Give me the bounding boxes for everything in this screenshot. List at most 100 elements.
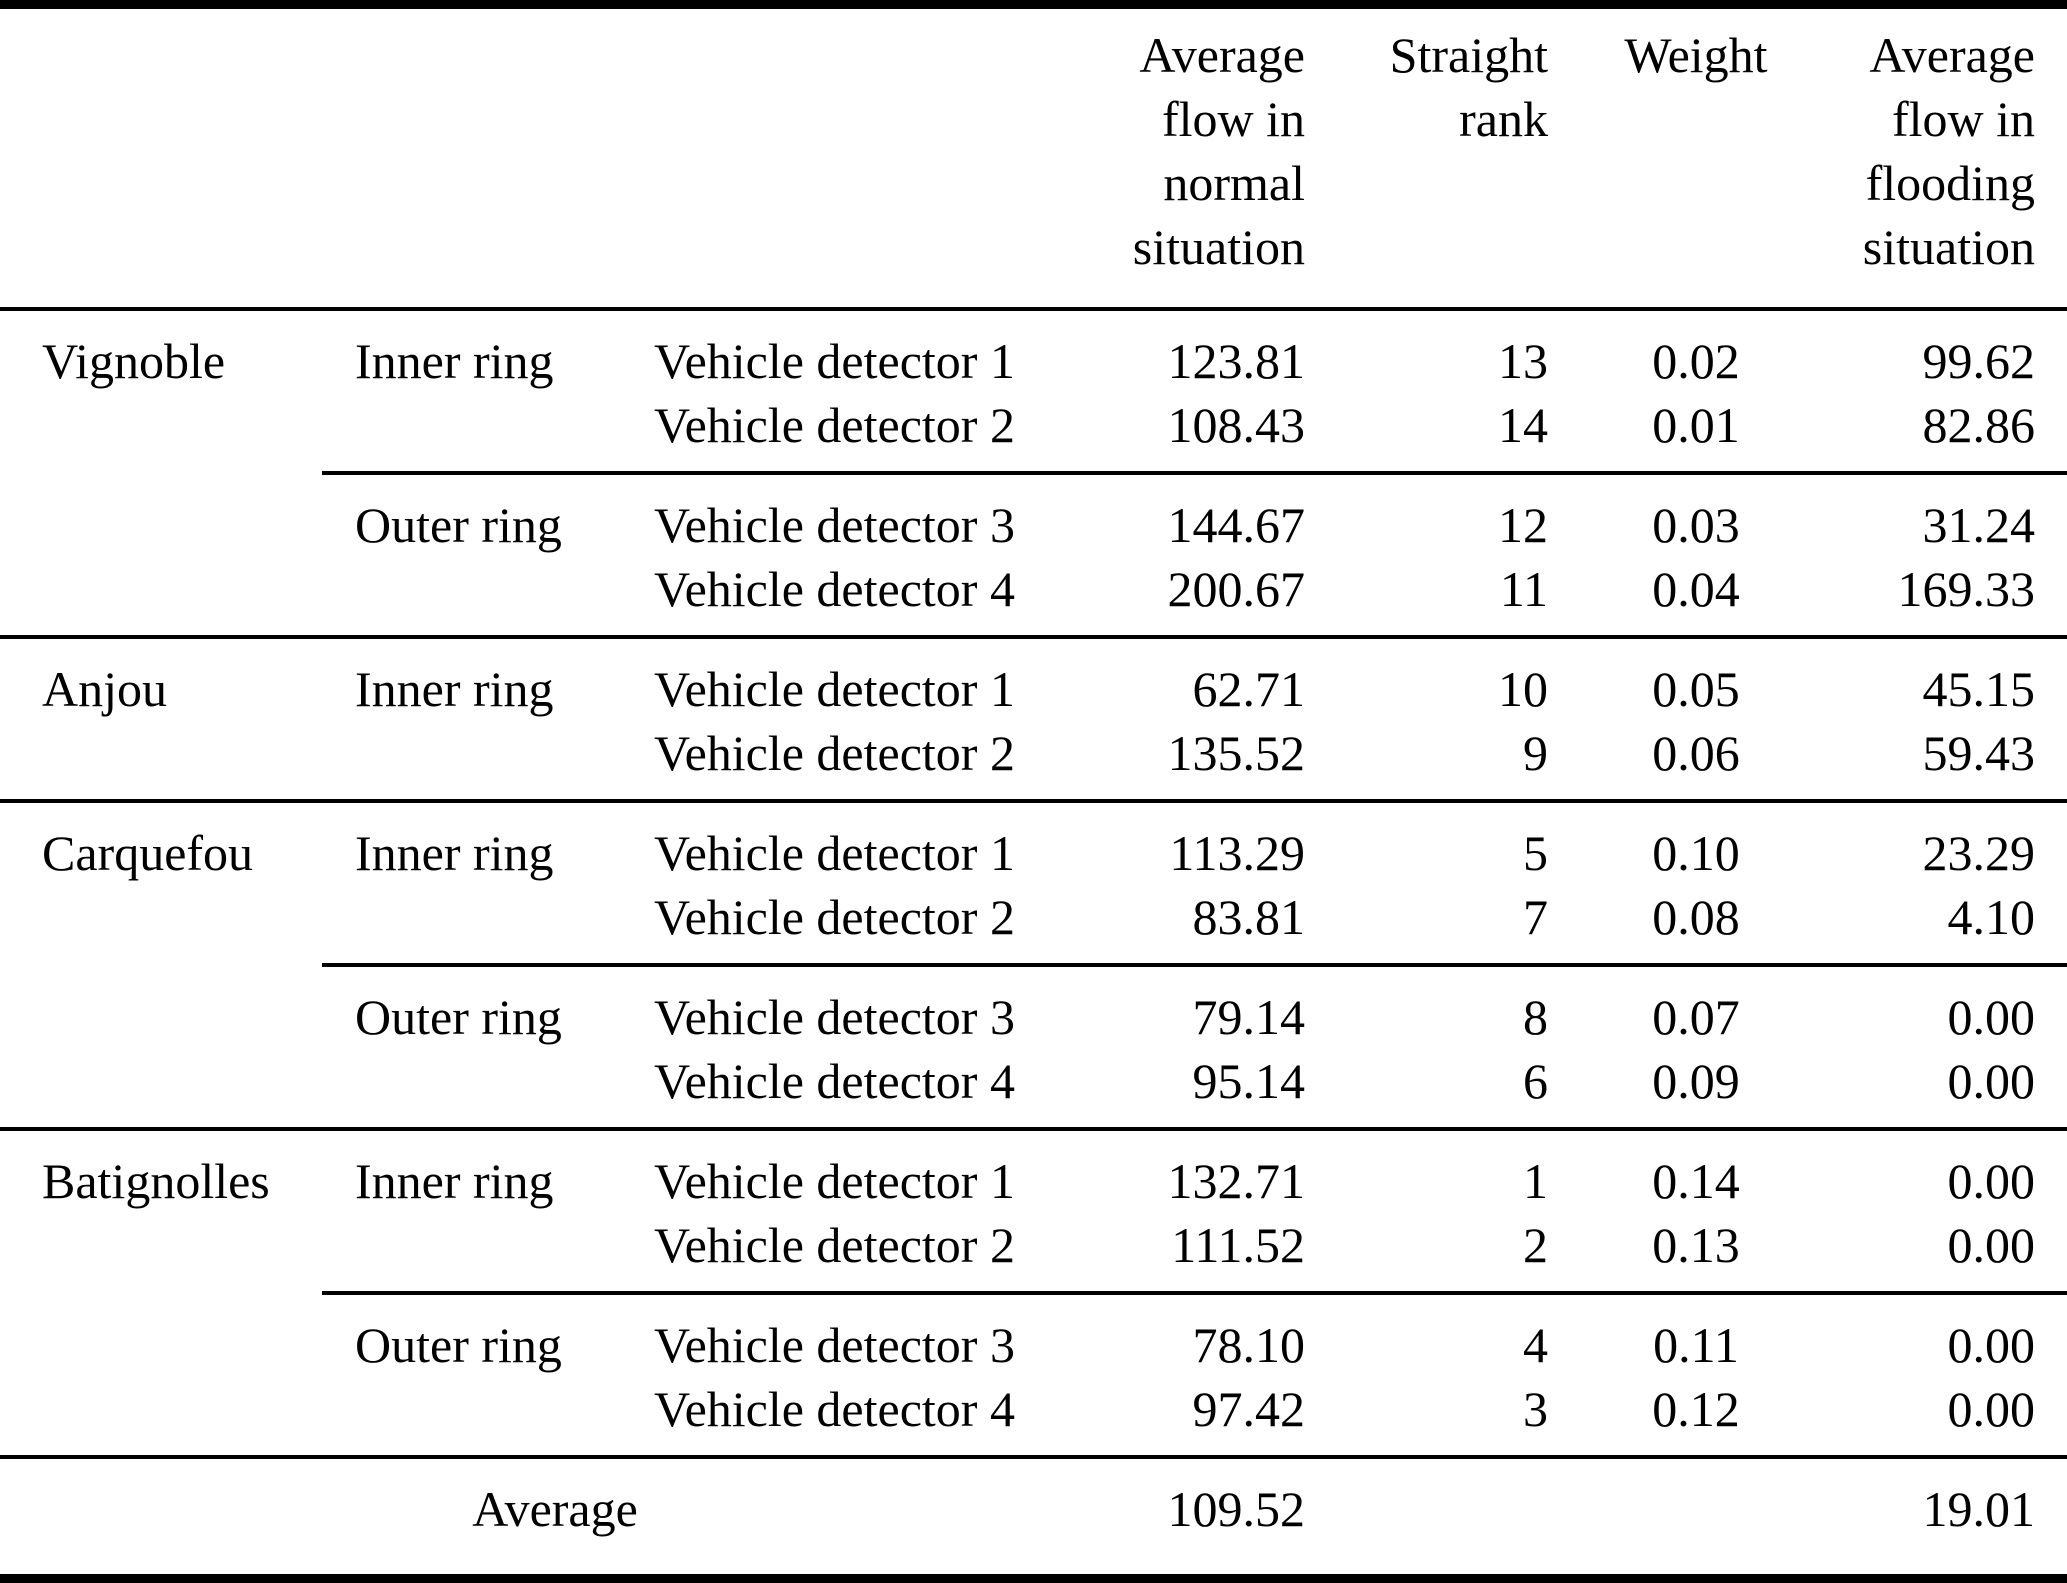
rank-cell: 6	[1523, 1053, 1548, 1109]
header-spacer-ring	[322, 4, 621, 311]
average-rank-spacer	[1305, 1455, 1548, 1579]
table-row: Vehicle detector 4 200.67 11 0.04 169.33	[0, 557, 2067, 637]
rank-cell: 1	[1305, 1127, 1548, 1213]
flow-normal-cell: 62.71	[1110, 635, 1305, 721]
table-row: Vehicle detector 4 95.14 6 0.09 0.00	[0, 1049, 2067, 1129]
table-row: Outer ring Vehicle detector 3 79.14 8 0.…	[0, 963, 2067, 1049]
ring-cell: Inner ring	[322, 799, 621, 885]
ring-cell: Outer ring	[322, 471, 621, 557]
header-spacer-detector	[621, 4, 1110, 311]
ring-cell	[322, 557, 621, 637]
weight-cell: 0.11	[1548, 1291, 1844, 1377]
flow-flooding-cell: 0.00	[1844, 1127, 2067, 1213]
detector-cell: Vehicle detector 2	[654, 889, 1015, 945]
table-row: Vehicle detector 2 111.52 2 0.13 0.00	[0, 1213, 2067, 1293]
ring-cell	[322, 1377, 621, 1457]
flow-normal-cell: 144.67	[1110, 471, 1305, 557]
detector-cell: Vehicle detector 1	[621, 635, 1110, 721]
flow-normal-cell: 78.10	[1110, 1291, 1305, 1377]
ring-cell: Inner ring	[322, 635, 621, 721]
table-row: Carquefou Inner ring Vehicle detector 1 …	[0, 799, 2067, 885]
header-spacer-site	[0, 4, 322, 311]
site-cell	[0, 1049, 322, 1129]
rank-cell: 14	[1498, 397, 1548, 453]
weight-cell: 0.08	[1652, 889, 1740, 945]
detector-cell: Vehicle detector 4	[654, 1053, 1015, 1109]
site-cell	[0, 721, 322, 801]
rank-cell: 4	[1305, 1291, 1548, 1377]
flow-normal-cell: 113.29	[1110, 799, 1305, 885]
flow-normal-cell: 135.52	[1167, 725, 1306, 781]
weight-cell: 0.06	[1652, 725, 1740, 781]
rank-cell: 13	[1305, 307, 1548, 393]
flow-flooding-cell: 45.15	[1844, 635, 2067, 721]
site-cell	[0, 1213, 322, 1293]
average-flow-flooding: 19.01	[1844, 1455, 2067, 1579]
rank-cell: 5	[1305, 799, 1548, 885]
weight-cell: 0.07	[1548, 963, 1844, 1049]
flow-normal-cell: 132.71	[1110, 1127, 1305, 1213]
weight-cell: 0.02	[1548, 307, 1844, 393]
rank-cell: 2	[1523, 1217, 1548, 1273]
table-row: Outer ring Vehicle detector 3 78.10 4 0.…	[0, 1291, 2067, 1377]
site-cell	[0, 473, 322, 557]
detector-cell: Vehicle detector 2	[654, 397, 1015, 453]
ring-cell	[322, 1049, 621, 1129]
table-row: Vehicle detector 2 108.43 14 0.01 82.86	[0, 393, 2067, 473]
detector-cell: Vehicle detector 3	[621, 471, 1110, 557]
rank-cell: 10	[1305, 635, 1548, 721]
flow-flooding-cell: 59.43	[1922, 725, 2036, 781]
site-cell	[0, 1293, 322, 1377]
table-header-row: Average flow in normal situation Straigh…	[0, 4, 2067, 311]
average-label: Average	[0, 1455, 1110, 1579]
detector-cell: Vehicle detector 2	[654, 725, 1015, 781]
flow-normal-cell: 111.52	[1171, 1217, 1305, 1273]
col-header-flow-normal: Average flow in normal situation	[1110, 4, 1305, 311]
rank-cell: 12	[1305, 471, 1548, 557]
flow-flooding-cell: 99.62	[1844, 307, 2067, 393]
flow-flooding-cell: 0.00	[1947, 1053, 2036, 1109]
flow-flooding-cell: 82.86	[1922, 397, 2036, 453]
flow-normal-cell: 83.81	[1192, 889, 1306, 945]
flow-normal-cell: 95.14	[1192, 1053, 1306, 1109]
table-row: Vehicle detector 2 83.81 7 0.08 4.10	[0, 885, 2067, 965]
site-cell	[0, 557, 322, 637]
rank-cell: 7	[1523, 889, 1548, 945]
weight-cell: 0.04	[1652, 561, 1740, 617]
col-header-flow-flooding: Average flow in flooding situation	[1844, 4, 2067, 311]
detector-cell: Vehicle detector 3	[621, 963, 1110, 1049]
col-header-weight: Weight	[1548, 4, 1844, 311]
rank-cell: 3	[1523, 1381, 1548, 1437]
flow-normal-cell: 97.42	[1192, 1381, 1306, 1437]
detector-cell: Vehicle detector 1	[621, 799, 1110, 885]
site-cell: Batignolles	[0, 1127, 322, 1213]
ring-cell: Inner ring	[322, 1127, 621, 1213]
table-row: Vehicle detector 2 135.52 9 0.06 59.43	[0, 721, 2067, 801]
flow-normal-cell: 79.14	[1110, 963, 1305, 1049]
weight-cell: 0.13	[1652, 1217, 1740, 1273]
detector-cell: Vehicle detector 4	[654, 561, 1015, 617]
weight-cell: 0.09	[1652, 1053, 1740, 1109]
flow-flooding-cell: 4.10	[1947, 889, 2036, 945]
weight-cell: 0.12	[1652, 1381, 1740, 1437]
ring-cell	[322, 721, 621, 801]
flow-normal-cell: 200.67	[1167, 561, 1306, 617]
ring-cell: Inner ring	[322, 307, 621, 393]
table-row: Anjou Inner ring Vehicle detector 1 62.7…	[0, 635, 2067, 721]
average-flow-normal: 109.52	[1110, 1455, 1305, 1579]
average-row: Average 109.52 19.01	[0, 1455, 2067, 1579]
flow-flooding-cell: 0.00	[1844, 1291, 2067, 1377]
site-cell: Anjou	[0, 635, 322, 721]
weight-cell: 0.03	[1548, 471, 1844, 557]
flow-flooding-cell: 0.00	[1947, 1217, 2036, 1273]
flow-normal-cell: 123.81	[1110, 307, 1305, 393]
site-cell: Vignoble	[0, 307, 322, 393]
ring-cell: Outer ring	[322, 1291, 621, 1377]
flow-flooding-cell: 169.33	[1897, 561, 2036, 617]
site-cell	[0, 885, 322, 965]
flow-flooding-cell: 0.00	[1947, 1381, 2036, 1437]
ring-cell	[322, 393, 621, 473]
table-row: Vehicle detector 4 97.42 3 0.12 0.00	[0, 1377, 2067, 1457]
table-row: Outer ring Vehicle detector 3 144.67 12 …	[0, 471, 2067, 557]
